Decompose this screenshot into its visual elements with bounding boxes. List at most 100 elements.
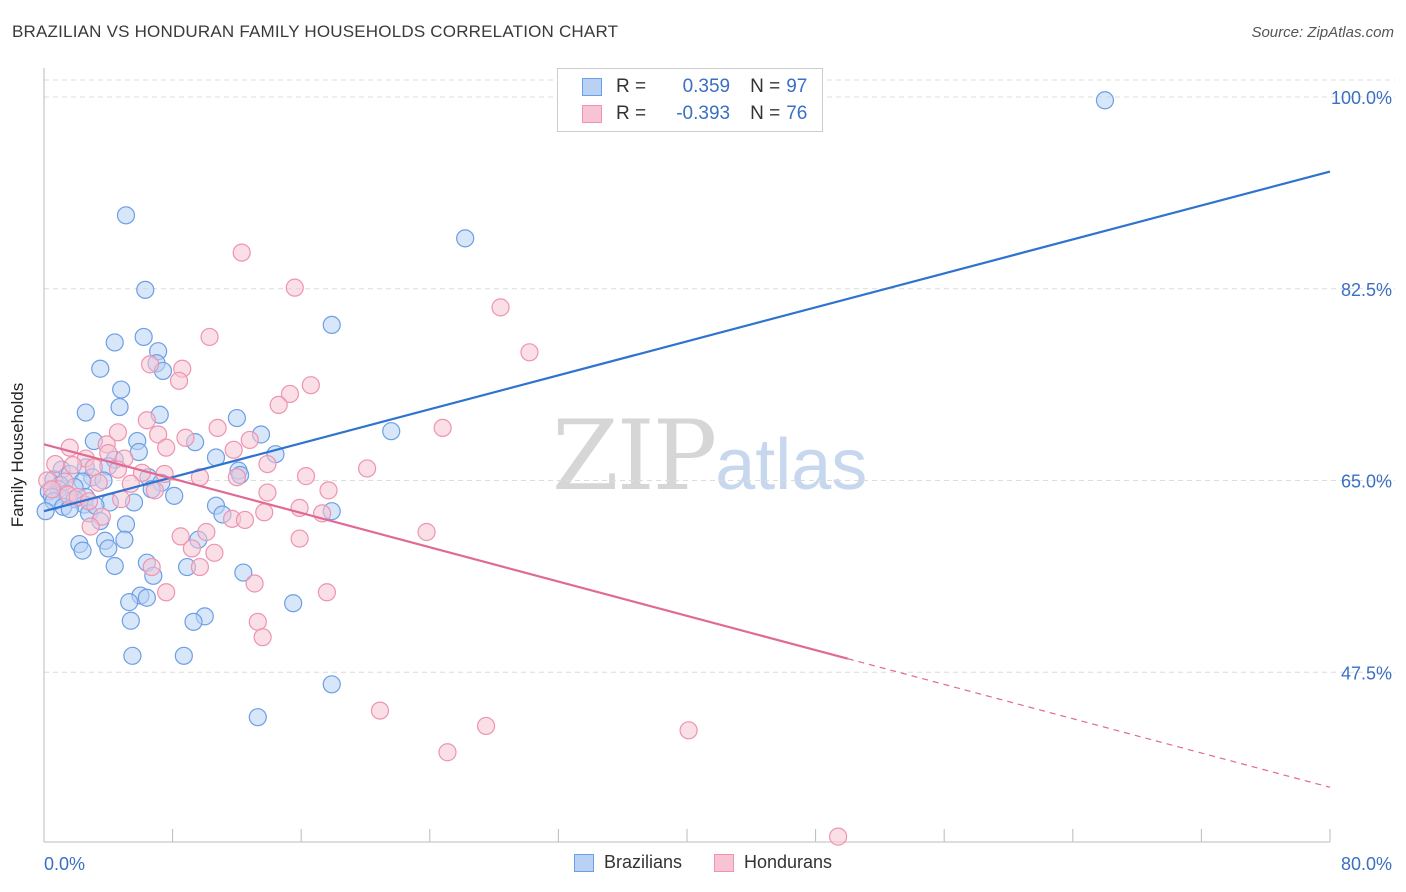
data-point (829, 827, 848, 846)
x-tick-label: 80.0% (1341, 854, 1392, 874)
data-point (255, 503, 274, 522)
data-point (520, 343, 539, 362)
data-point (116, 206, 136, 225)
data-point (296, 467, 316, 486)
data-point (157, 583, 176, 602)
data-point (258, 454, 277, 474)
series-hondurans-points (38, 243, 848, 846)
data-point (171, 527, 190, 546)
legend-label-hondurans: Hondurans (743, 852, 833, 872)
legend-swatch-pink (582, 105, 602, 123)
data-point (46, 454, 65, 474)
data-point (105, 333, 124, 352)
trend-line-hondurans-extrapolated (847, 658, 1331, 788)
data-point (176, 428, 195, 447)
series-brazilians-points (36, 91, 1115, 727)
data-point (63, 456, 83, 475)
trend-line-brazilians (43, 170, 1331, 513)
tick-labels: 47.5% 65.0% 82.5% 100.0% 0.0% 80.0% (44, 88, 1392, 874)
data-point (208, 418, 227, 438)
data-point (456, 229, 475, 248)
data-point (157, 438, 176, 457)
data-point (234, 563, 253, 582)
data-point (165, 486, 184, 505)
legend-n-label: N = (750, 103, 781, 124)
legend-row-hondurans: R = -0.393 N = 76 (582, 102, 807, 126)
legend-r-value: -0.393 (676, 103, 731, 124)
data-point (417, 522, 436, 542)
legend-item-hondurans: Hondurans (713, 852, 833, 873)
data-point (137, 411, 156, 430)
data-point (1095, 91, 1115, 110)
data-point (108, 423, 128, 442)
data-point (134, 327, 153, 347)
legend-item-brazilians: Brazilians (573, 852, 682, 873)
data-point (301, 376, 320, 395)
data-point (290, 529, 309, 548)
data-point (322, 315, 341, 335)
data-point (322, 675, 341, 694)
data-point (232, 243, 251, 262)
data-point (115, 530, 134, 549)
data-point (280, 384, 300, 404)
data-point (433, 418, 452, 438)
data-point (200, 327, 219, 347)
data-point (491, 298, 510, 317)
legend-swatch-blue (582, 78, 602, 96)
y-tick-label: 65.0% (1341, 472, 1392, 492)
data-point (227, 408, 246, 428)
data-point (253, 628, 272, 647)
data-point (73, 541, 92, 560)
watermark-zip: ZIP (552, 400, 717, 512)
legend-swatch-blue (573, 853, 594, 872)
data-point (370, 701, 390, 720)
data-point (137, 588, 156, 607)
legend-label-brazilians: Brazilians (603, 852, 682, 872)
legend-n-value: 76 (786, 103, 808, 124)
data-point (438, 743, 457, 762)
data-point (120, 593, 139, 612)
data-point (140, 355, 160, 374)
data-point (136, 280, 155, 299)
data-point (142, 557, 161, 577)
trend-line-hondurans (43, 443, 849, 660)
data-point (190, 557, 210, 577)
legend-r-label: R = (616, 76, 647, 97)
data-point (285, 278, 304, 297)
data-point (284, 594, 303, 613)
data-point (476, 716, 496, 736)
watermark-atlas: atlas (715, 425, 868, 505)
data-point (84, 458, 103, 477)
data-point (248, 612, 267, 631)
data-point (81, 517, 100, 536)
y-tick-label: 100.0% (1331, 88, 1392, 108)
data-point (358, 459, 377, 478)
chart-title: BRAZILIAN VS HONDURAN FAMILY HOUSEHOLDS … (12, 22, 619, 41)
source-label: Source: ZipAtlas.com (1251, 24, 1394, 41)
data-point (224, 440, 243, 459)
data-point (248, 708, 267, 727)
data-point (42, 480, 62, 499)
data-point (121, 611, 140, 630)
data-point (382, 422, 401, 441)
data-point (116, 515, 136, 534)
watermark: ZIPatlas (552, 400, 867, 512)
legend-swatch-pink (713, 853, 734, 872)
y-tick-label: 82.5% (1341, 280, 1392, 300)
trend-lines (43, 170, 1331, 788)
data-point (91, 359, 110, 378)
data-point (269, 395, 288, 414)
data-point (197, 522, 216, 542)
data-point (240, 430, 259, 450)
data-point (679, 721, 698, 740)
series-legend: Brazilians Hondurans (0, 852, 1406, 873)
data-point (105, 556, 124, 576)
x-tick-label: 0.0% (44, 854, 85, 874)
data-point (317, 583, 337, 602)
data-point (99, 539, 118, 558)
data-point (205, 543, 224, 562)
y-axis-label: Family Households (8, 382, 27, 528)
legend-r-label: R = (616, 103, 647, 124)
data-point (149, 425, 168, 444)
